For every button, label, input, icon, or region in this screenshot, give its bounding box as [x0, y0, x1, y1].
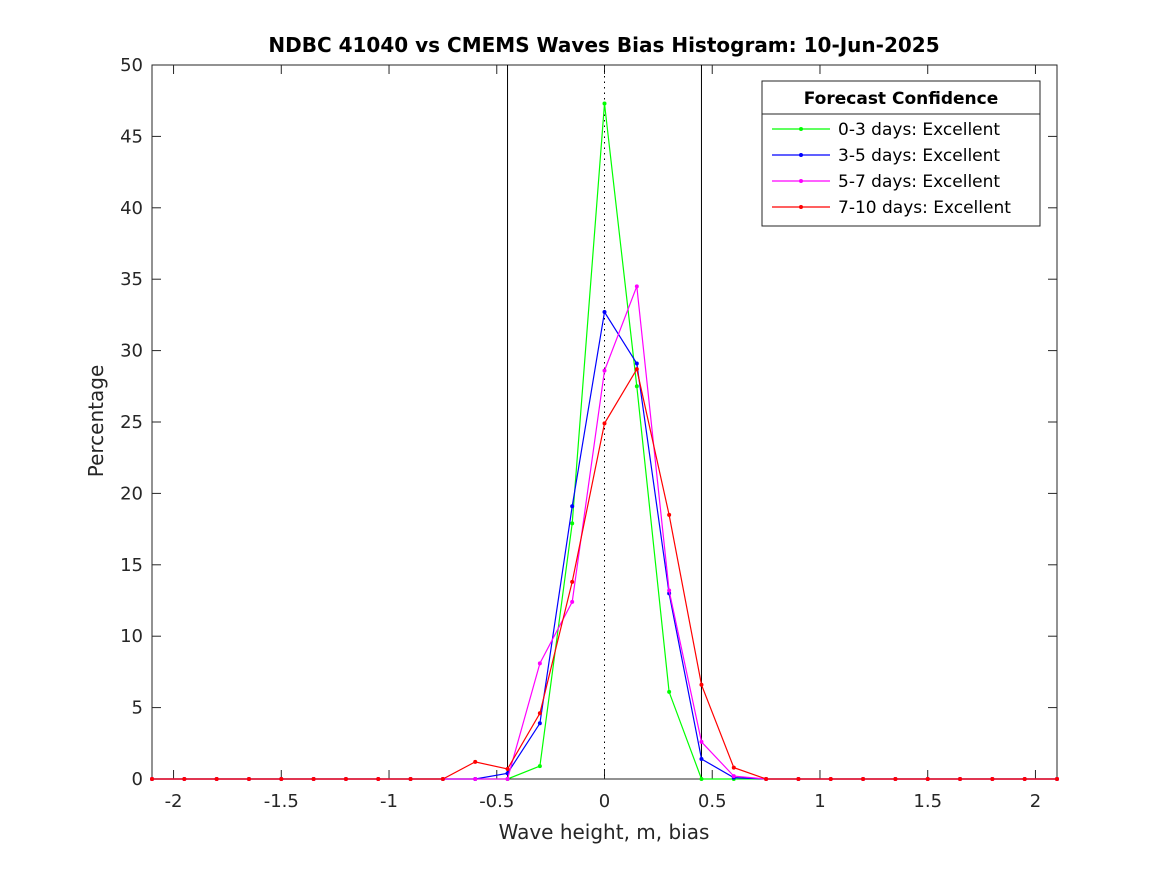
data-point — [408, 777, 413, 781]
y-tick-label: 10 — [120, 626, 143, 647]
chart-title: NDBC 41040 vs CMEMS Waves Bias Histogram… — [268, 33, 939, 57]
data-point — [634, 361, 639, 366]
x-tick-label: 0.5 — [698, 791, 727, 812]
data-point — [214, 777, 219, 781]
data-point — [246, 777, 251, 781]
data-point — [667, 512, 672, 517]
data-point — [828, 777, 833, 781]
data-point — [505, 767, 510, 772]
x-tick-label: -2 — [165, 791, 183, 812]
data-point — [279, 777, 284, 781]
legend-swatch-marker — [799, 127, 803, 131]
legend-swatch-marker — [799, 179, 803, 183]
data-point — [1022, 777, 1027, 781]
x-tick-label: 0 — [599, 791, 610, 812]
data-point — [1055, 777, 1059, 781]
x-tick-label: 2 — [1030, 791, 1041, 812]
data-point — [602, 310, 607, 315]
data-point — [699, 682, 704, 687]
legend-entry-label: 7-10 days: Excellent — [838, 198, 1011, 218]
data-point — [150, 777, 154, 781]
data-point — [376, 777, 381, 781]
x-tick-label: -1.5 — [264, 791, 299, 812]
data-point — [796, 777, 801, 781]
y-tick-label: 40 — [120, 198, 143, 219]
data-point — [925, 777, 930, 781]
data-point — [182, 777, 187, 781]
data-point — [602, 101, 607, 106]
data-point — [667, 588, 672, 593]
data-point — [699, 739, 704, 744]
y-tick-label: 35 — [120, 269, 143, 290]
data-point — [861, 777, 866, 781]
y-tick-label: 0 — [132, 769, 143, 790]
data-point — [699, 757, 704, 762]
y-tick-label: 45 — [120, 126, 143, 147]
data-point — [570, 599, 575, 604]
legend: Forecast Confidence 0-3 days: Excellent 3-… — [761, 80, 1041, 227]
data-point — [731, 774, 736, 779]
x-axis-label: Wave height, m, bias — [499, 820, 710, 844]
data-point — [764, 777, 769, 781]
legend-swatch-marker — [799, 153, 803, 157]
data-point — [473, 759, 478, 764]
data-point — [473, 777, 478, 781]
data-point — [505, 777, 510, 781]
y-axis-label: Percentage — [84, 365, 108, 478]
legend-title: Forecast Confidence — [804, 89, 999, 109]
data-point — [537, 764, 542, 769]
y-tick-label: 50 — [120, 55, 143, 76]
legend-entry-label: 5-7 days: Excellent — [838, 172, 1000, 192]
y-tick-label: 15 — [120, 555, 143, 576]
data-point — [990, 777, 995, 781]
data-point — [893, 777, 898, 781]
y-tick-label: 5 — [132, 698, 143, 719]
x-tick-label: 1 — [814, 791, 825, 812]
data-point — [537, 661, 542, 666]
x-tick-label: -0.5 — [479, 791, 514, 812]
data-point — [537, 721, 542, 726]
y-tick-label: 25 — [120, 412, 143, 433]
data-point — [958, 777, 963, 781]
data-point — [634, 284, 639, 289]
data-point — [570, 521, 575, 526]
y-tick-label: 30 — [120, 341, 143, 362]
data-point — [634, 384, 639, 389]
data-point — [311, 777, 316, 781]
data-point — [570, 504, 575, 509]
legend-entry-label: 3-5 days: Excellent — [838, 146, 1000, 166]
data-point — [731, 765, 736, 770]
data-point — [602, 421, 607, 426]
y-tick-label: 20 — [120, 483, 143, 504]
data-point — [440, 777, 445, 781]
data-point — [537, 711, 542, 716]
x-tick-label: 1.5 — [913, 791, 942, 812]
data-point — [570, 579, 575, 584]
data-point — [634, 367, 639, 372]
data-point — [667, 689, 672, 694]
data-point — [602, 368, 607, 373]
legend-swatch-marker — [799, 205, 803, 209]
data-point — [699, 777, 704, 781]
data-point — [343, 777, 348, 781]
legend-title-box — [761, 80, 1041, 115]
x-tick-label: -1 — [380, 791, 398, 812]
legend-entry-label: 0-3 days: Excellent — [838, 120, 1000, 140]
